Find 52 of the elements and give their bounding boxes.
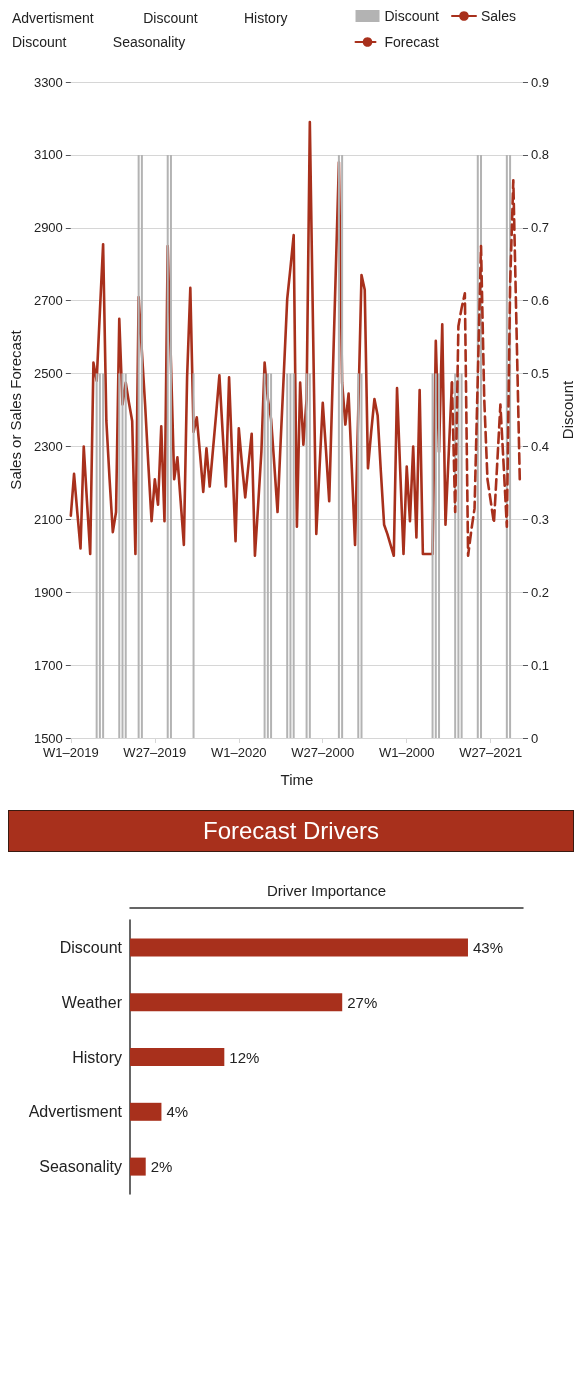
y-tick-label: 2900 bbox=[33, 220, 63, 236]
y-tick-label: 1500 bbox=[33, 730, 63, 746]
text: Discount bbox=[143, 10, 198, 26]
y-tick-label: 1900 bbox=[33, 584, 63, 600]
text: Seasonality bbox=[112, 34, 186, 50]
y2-tick-label: 0.5 bbox=[531, 366, 550, 382]
y2-tick-label: 0.6 bbox=[531, 293, 550, 309]
y-tick-label: Advertisment bbox=[28, 1103, 123, 1121]
data-label: 27% bbox=[347, 993, 378, 1011]
data-label: 2% bbox=[150, 1158, 173, 1176]
y-tick-label: 3300 bbox=[33, 74, 63, 90]
y-tick-label: Seasonality bbox=[39, 1158, 122, 1176]
x-axis-title: Time bbox=[280, 771, 314, 788]
y-tick-label: 1700 bbox=[33, 657, 63, 673]
bar bbox=[130, 938, 468, 957]
data-label: 12% bbox=[229, 1048, 260, 1066]
bar bbox=[130, 1102, 162, 1121]
y2-tick-label: 0 bbox=[531, 730, 539, 746]
legend-label: Forecast bbox=[384, 34, 440, 50]
x-tick-label: W1–2020 bbox=[210, 745, 267, 760]
text: History bbox=[244, 10, 288, 26]
x-tick-label: W27–2021 bbox=[459, 745, 523, 760]
y-tick-label: Weather bbox=[61, 993, 123, 1011]
legend-label: Discount bbox=[384, 8, 440, 24]
y-tick-label: 3100 bbox=[33, 147, 63, 163]
data-label: 43% bbox=[472, 938, 504, 956]
y-tick-label: 2700 bbox=[33, 293, 63, 309]
y2-tick-label: 0.3 bbox=[531, 511, 550, 527]
y-tick-label: 2300 bbox=[33, 438, 63, 454]
x-axis-title: Driver Importance bbox=[266, 882, 387, 899]
y2-tick-label: 0.8 bbox=[531, 147, 550, 163]
x-tick-label: W1–2019 bbox=[42, 745, 99, 760]
y2-tick-label: 0.2 bbox=[531, 584, 550, 600]
y-axis-title: Sales or Sales Forecast bbox=[7, 329, 24, 490]
y2-tick-label: 0.7 bbox=[531, 220, 550, 236]
y-tick-label: 2500 bbox=[33, 366, 63, 382]
chart-title: Forecast Drivers bbox=[8, 810, 574, 852]
y2-tick-label: 0.1 bbox=[531, 657, 550, 673]
y-tick-label: Discount bbox=[59, 938, 123, 956]
y-tick-label: 2100 bbox=[33, 511, 63, 527]
y2-axis-title: Discount bbox=[558, 379, 576, 440]
data-label: 4% bbox=[166, 1103, 189, 1121]
bar bbox=[130, 993, 343, 1012]
bar bbox=[130, 1048, 225, 1066]
x-tick-label: W27–2019 bbox=[123, 745, 187, 760]
y2-tick-label: 0.4 bbox=[531, 438, 550, 454]
y-tick-label: History bbox=[72, 1048, 122, 1066]
x-tick-label: W1–2000 bbox=[378, 745, 435, 760]
x-tick-label: W27–2000 bbox=[291, 745, 355, 760]
bar bbox=[130, 1157, 146, 1176]
legend-label: Sales bbox=[480, 8, 517, 24]
y2-tick-label: 0.9 bbox=[531, 74, 550, 90]
